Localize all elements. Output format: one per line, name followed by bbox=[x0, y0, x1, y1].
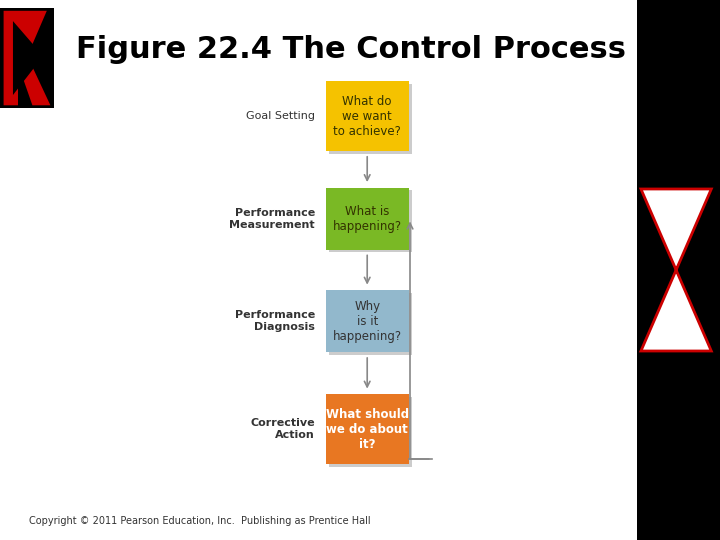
FancyBboxPatch shape bbox=[325, 291, 409, 352]
Bar bbox=[0, 8, 54, 108]
FancyBboxPatch shape bbox=[325, 188, 409, 249]
Text: Goal Setting: Goal Setting bbox=[246, 111, 315, 121]
Text: Why
is it
happening?: Why is it happening? bbox=[333, 300, 402, 343]
Text: What is
happening?: What is happening? bbox=[333, 205, 402, 233]
Text: Corrective
Action: Corrective Action bbox=[251, 418, 315, 440]
Text: Performance
Diagnosis: Performance Diagnosis bbox=[235, 310, 315, 332]
Text: Performance
Measurement: Performance Measurement bbox=[230, 208, 315, 230]
Text: Figure 22.4 The Control Process: Figure 22.4 The Control Process bbox=[76, 35, 626, 64]
FancyBboxPatch shape bbox=[330, 293, 412, 355]
Polygon shape bbox=[4, 11, 50, 105]
Text: Copyright © 2011 Pearson Education, Inc.  Publishing as Prentice Hall: Copyright © 2011 Pearson Education, Inc.… bbox=[29, 516, 370, 526]
FancyBboxPatch shape bbox=[330, 191, 412, 252]
FancyBboxPatch shape bbox=[325, 394, 409, 464]
Text: 22-22: 22-22 bbox=[662, 516, 691, 526]
FancyBboxPatch shape bbox=[330, 84, 412, 154]
Bar bbox=[637, 0, 720, 540]
Text: What do
we want
to achieve?: What do we want to achieve? bbox=[333, 94, 401, 138]
Polygon shape bbox=[13, 21, 43, 95]
Text: What should
we do about
it?: What should we do about it? bbox=[325, 408, 409, 451]
FancyBboxPatch shape bbox=[325, 81, 409, 151]
Polygon shape bbox=[641, 189, 711, 351]
FancyBboxPatch shape bbox=[330, 397, 412, 467]
